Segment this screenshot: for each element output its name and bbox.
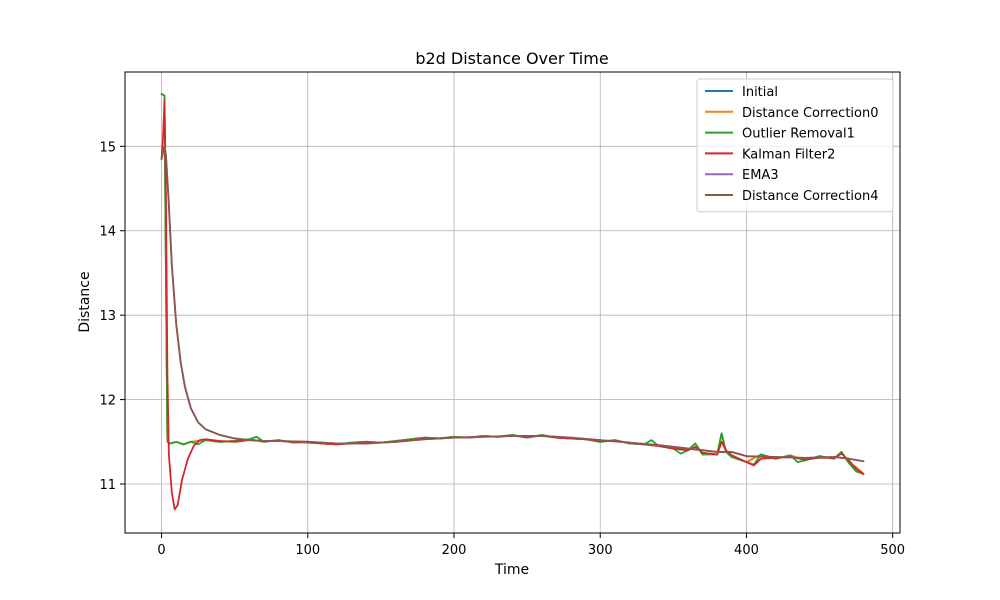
x-tick-label: 100 — [295, 543, 320, 558]
y-tick-label: 12 — [99, 394, 116, 409]
chart-title: b2d Distance Over Time — [415, 49, 608, 68]
x-tick-label: 0 — [157, 543, 165, 558]
x-tick-label: 300 — [588, 543, 613, 558]
legend-box — [696, 78, 894, 213]
legend-label: Kalman Filter2 — [742, 147, 835, 162]
legend: Initial Distance Correction0 Outlier Remov… — [696, 78, 894, 213]
x-tick-label: 500 — [880, 543, 905, 558]
x-axis-label: Time — [494, 562, 529, 578]
plot-frame — [124, 71, 901, 534]
y-axis-label: Distance — [77, 271, 93, 332]
series-layer — [160, 93, 865, 511]
legend-label: EMA3 — [742, 168, 779, 183]
tick-layer: 0 100 200 300 400 500 11 12 13 14 15 — [99, 140, 905, 558]
y-tick-label: 14 — [99, 225, 116, 240]
x-tick-label: 400 — [734, 543, 759, 558]
legend-label: Outlier Removal1 — [742, 127, 855, 142]
series-line-distance-correction4 — [160, 145, 865, 463]
y-tick-label: 13 — [99, 309, 116, 324]
y-tick-label: 15 — [99, 140, 116, 155]
legend-label: Initial — [742, 85, 778, 100]
legend-label: Distance Correction0 — [742, 106, 879, 121]
legend-label: Distance Correction4 — [742, 189, 879, 204]
y-tick-label: 11 — [99, 478, 116, 493]
x-tick-label: 200 — [442, 543, 467, 558]
